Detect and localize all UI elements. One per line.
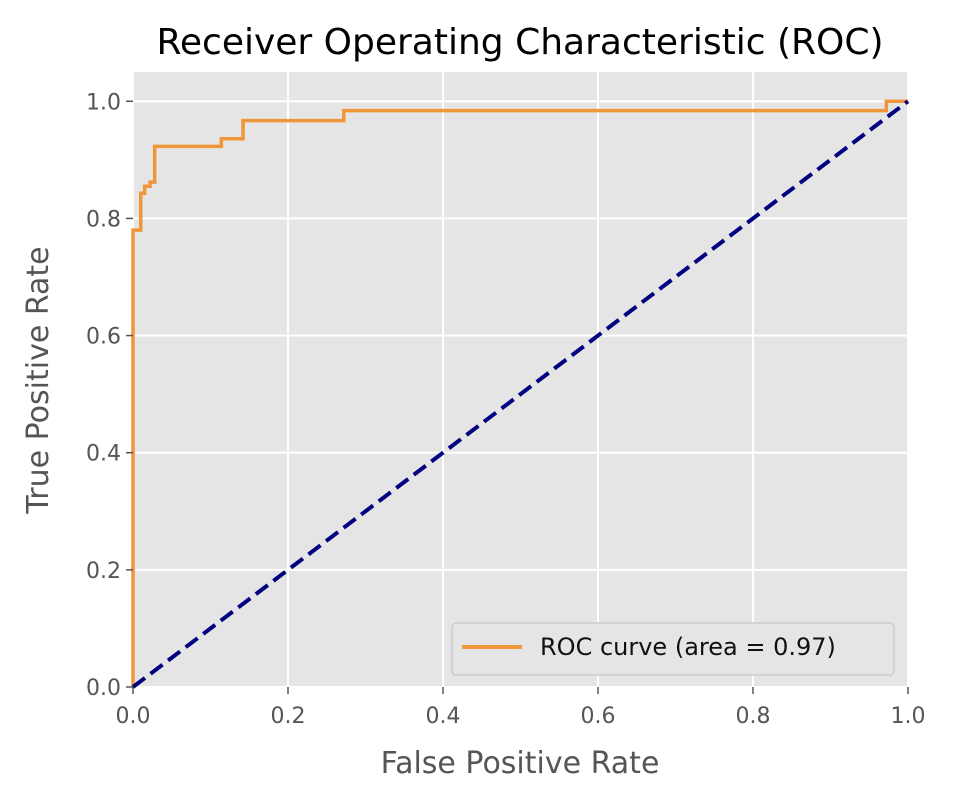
y-tick-label: 0.8 [86, 207, 121, 232]
tick-labels: 0.0 0.2 0.4 0.6 0.8 1.0 0.0 0.2 0.4 0.6 0.8 1.0 [86, 90, 926, 729]
plot-background [133, 72, 908, 687]
y-tick-label: 0.4 [86, 442, 121, 467]
x-tick-label: 0.4 [426, 704, 461, 729]
chart-title: Receiver Operating Characteristic (ROC) [156, 22, 883, 63]
legend-label-roc: ROC curve (area = 0.97) [540, 633, 836, 661]
x-tick-label: 0.0 [116, 704, 151, 729]
x-tick-label: 0.8 [736, 704, 771, 729]
chance-diagonal-line [131, 99, 910, 689]
y-tick-label: 0.0 [86, 676, 121, 701]
x-tick-label: 0.2 [271, 704, 306, 729]
x-axis-label: False Positive Rate [381, 746, 660, 781]
y-tick-label: 0.2 [86, 559, 121, 584]
series-lines [131, 99, 910, 689]
y-tick-label: 1.0 [86, 90, 121, 115]
legend: ROC curve (area = 0.97) [451, 622, 895, 676]
y-tick-label: 0.6 [86, 325, 121, 350]
x-tick-label: 0.6 [581, 704, 616, 729]
y-axis-label: True Positive Rate [21, 246, 56, 514]
grid-lines [132, 72, 909, 688]
roc-curve-line [131, 99, 908, 687]
legend-box [451, 622, 895, 676]
x-tick-label: 1.0 [891, 704, 926, 729]
